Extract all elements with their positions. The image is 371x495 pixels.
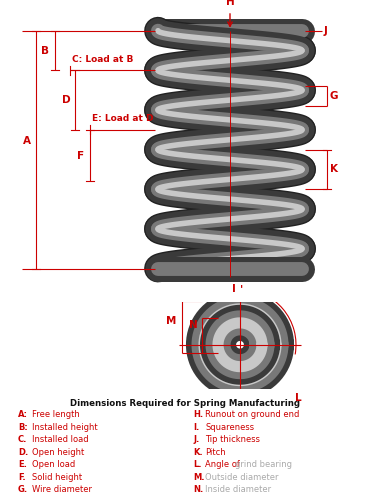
Text: Installed height: Installed height xyxy=(32,423,98,432)
Text: Runout on ground end: Runout on ground end xyxy=(205,410,299,419)
Text: K: K xyxy=(330,164,338,174)
Text: Tip thickness: Tip thickness xyxy=(205,435,260,445)
Text: Open height: Open height xyxy=(32,448,84,457)
Text: G.: G. xyxy=(18,485,28,494)
Text: ': ' xyxy=(240,284,243,294)
Text: K.: K. xyxy=(193,448,203,457)
Text: A:: A: xyxy=(18,410,28,419)
Text: Dimensions Required for Spring Manufacturing: Dimensions Required for Spring Manufactu… xyxy=(70,398,300,407)
Text: F: F xyxy=(78,150,85,160)
Text: F.: F. xyxy=(18,473,26,482)
Text: L.: L. xyxy=(193,460,201,469)
Text: Outside diameter: Outside diameter xyxy=(205,473,279,482)
Text: Inside diameter: Inside diameter xyxy=(205,485,271,494)
Text: D.: D. xyxy=(18,448,28,457)
Text: I.: I. xyxy=(193,423,199,432)
Text: C: Load at B: C: Load at B xyxy=(72,55,134,64)
Text: J: J xyxy=(324,26,328,36)
Text: D: D xyxy=(62,95,70,105)
Text: B:: B: xyxy=(18,423,28,432)
Text: M: M xyxy=(165,316,176,326)
Text: E.: E. xyxy=(18,460,27,469)
Text: Free length: Free length xyxy=(32,410,80,419)
Text: L: L xyxy=(295,393,301,402)
Text: C.: C. xyxy=(18,435,27,445)
Text: N.: N. xyxy=(193,485,203,494)
Text: E: Load at D: E: Load at D xyxy=(92,114,154,123)
Text: grind bearing: grind bearing xyxy=(235,460,292,469)
Text: J.: J. xyxy=(193,435,199,445)
Text: M.: M. xyxy=(193,473,204,482)
Text: Solid height: Solid height xyxy=(32,473,82,482)
Text: Pitch: Pitch xyxy=(205,448,226,457)
Text: Squareness: Squareness xyxy=(205,423,254,432)
Text: I: I xyxy=(232,284,236,294)
Text: Installed load: Installed load xyxy=(32,435,89,445)
Text: A: A xyxy=(23,136,31,146)
Text: H: H xyxy=(226,0,234,6)
Text: G: G xyxy=(330,91,338,101)
Text: Open load: Open load xyxy=(32,460,75,469)
Text: H.: H. xyxy=(193,410,203,419)
Text: Wire diameter: Wire diameter xyxy=(32,485,92,494)
Text: Angle of: Angle of xyxy=(205,460,243,469)
Text: B: B xyxy=(41,46,49,55)
Text: N: N xyxy=(189,320,198,330)
